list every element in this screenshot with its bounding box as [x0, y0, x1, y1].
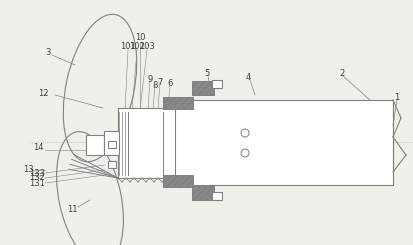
Text: 131: 131	[29, 179, 45, 187]
Bar	[104, 131, 119, 155]
Text: 133: 133	[29, 169, 45, 177]
Text: 10: 10	[134, 33, 145, 41]
Text: 13: 13	[23, 166, 33, 174]
Circle shape	[240, 149, 248, 157]
Text: 6: 6	[167, 78, 172, 87]
Text: 9: 9	[147, 74, 152, 84]
Text: 12: 12	[38, 88, 48, 98]
Circle shape	[240, 129, 248, 137]
Text: 2: 2	[339, 69, 344, 77]
Text: 5: 5	[204, 69, 209, 77]
Bar	[192, 81, 214, 95]
Text: 103: 103	[139, 41, 154, 50]
Text: 132: 132	[29, 173, 45, 183]
Bar	[163, 97, 192, 109]
Text: 1: 1	[394, 93, 399, 101]
Text: 3: 3	[45, 48, 50, 57]
Text: 4: 4	[245, 73, 250, 82]
Text: 7: 7	[157, 77, 162, 86]
Bar	[192, 186, 214, 200]
Text: 11: 11	[66, 206, 77, 215]
Bar	[108, 161, 116, 168]
Text: 102: 102	[129, 41, 145, 50]
Bar	[118, 108, 175, 178]
Text: 101: 101	[120, 41, 135, 50]
Bar	[173, 100, 392, 185]
Text: 8: 8	[152, 81, 157, 89]
Bar	[108, 141, 116, 148]
Bar	[211, 80, 221, 88]
Bar	[211, 192, 221, 200]
Bar	[163, 175, 192, 187]
Bar	[86, 135, 104, 155]
Text: 14: 14	[33, 144, 43, 152]
